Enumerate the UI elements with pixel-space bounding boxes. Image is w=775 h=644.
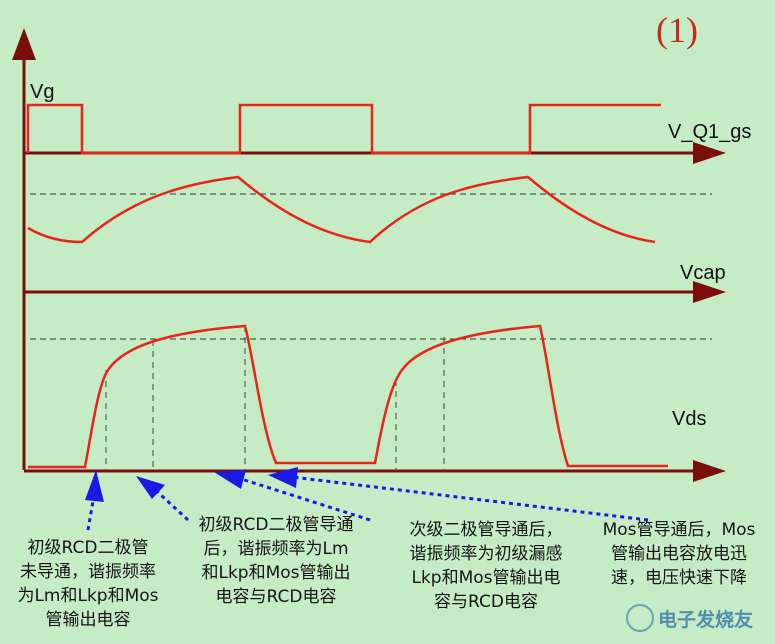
note-rcd-conducting: 初级RCD二极管导通 后，谐振频率为Lm 和Lkp和Mos管输出 电容与RCD电… bbox=[198, 515, 354, 607]
vq1gs-label: V_Q1_gs bbox=[668, 121, 751, 143]
vds-phase-markers bbox=[105, 326, 445, 471]
vcap-label: Vcap bbox=[680, 262, 726, 284]
watermark-text: 电子发烧友 bbox=[658, 608, 753, 631]
watermark: 电子发烧友 bbox=[626, 604, 753, 632]
vertical-axis bbox=[12, 28, 36, 470]
vcap-waveform bbox=[27, 175, 656, 244]
annotation-arrows bbox=[85, 467, 649, 531]
note-mos-conducting: Mos管导通后，Mos 管输出电容放电迅 速，电压快速下降 bbox=[602, 520, 756, 588]
vg-label: Vg bbox=[30, 81, 54, 103]
vcap-axis bbox=[24, 281, 726, 303]
note-rcd-not-conducting: 初级RCD二极管 未导通，谐振频率 为Lm和Lkp和Mos 管输出电容 bbox=[17, 538, 159, 630]
vds-axis bbox=[24, 460, 726, 482]
vds-waveform bbox=[28, 324, 668, 469]
vds-label: Vds bbox=[672, 408, 706, 430]
figure-tag: (1) bbox=[656, 10, 698, 50]
note-secondary-diode-conducting: 次级二极管导通后， 谐振频率为初级漏感 Lkp和Mos管输出电 容与RCD电容 bbox=[409, 520, 563, 612]
vg-gate-waveform bbox=[26, 103, 661, 155]
